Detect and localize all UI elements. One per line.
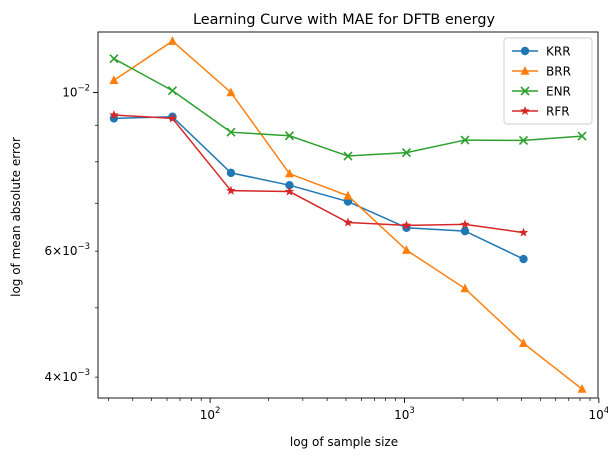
data-point-brr — [577, 383, 587, 393]
data-point-brr — [343, 190, 353, 200]
x-axis-label: log of sample size — [290, 435, 398, 449]
data-point-brr — [167, 36, 177, 45]
data-point-rfr — [518, 227, 529, 237]
data-point-krr — [285, 180, 294, 190]
data-point-rfr — [284, 186, 295, 196]
data-point-krr — [460, 226, 470, 236]
chart-title: Learning Curve with MAE for DFTB energy — [193, 12, 495, 28]
data-point-rfr — [343, 217, 353, 227]
data-point-rfr — [226, 185, 236, 195]
axes-frame — [97, 31, 599, 399]
data-point-krr — [519, 254, 528, 264]
series-line-rfr — [113, 114, 524, 234]
data-point-krr — [226, 168, 236, 178]
x-tick-label: 103 — [394, 406, 415, 422]
legend-label-krr: KRR — [546, 45, 571, 59]
plot-area: 102 103 104 10−2 4×10−3 6×10−3 KRR BRR ENR RFR — [45, 31, 608, 422]
legend-box — [503, 37, 593, 125]
series-line-krr — [113, 115, 524, 260]
x-tick-label: 104 — [588, 406, 608, 422]
x-tick-label: 102 — [200, 406, 221, 422]
data-point-enr — [226, 127, 236, 137]
data-point-brr — [401, 245, 411, 254]
y-tick-label: 10−2 — [62, 83, 90, 99]
data-point-enr — [577, 131, 587, 141]
data-point-rfr — [460, 219, 470, 229]
data-point-enr — [284, 131, 295, 141]
data-point-enr — [109, 54, 119, 64]
data-point-brr — [226, 87, 236, 97]
data-point-brr — [519, 338, 529, 348]
data-point-brr — [109, 75, 119, 85]
series-krr — [113, 115, 524, 260]
legend-label-rfr: RFR — [546, 105, 570, 119]
data-point-rfr — [167, 113, 178, 123]
data-point-brr — [284, 168, 294, 178]
y-tick-label: 6×10−3 — [45, 242, 91, 258]
legend-marker-brr — [520, 66, 530, 75]
data-point-rfr — [401, 220, 412, 230]
data-point-enr — [167, 86, 177, 96]
y-tick-label: 4×10−3 — [45, 368, 91, 384]
legend-label-brr: BRR — [546, 65, 571, 79]
series-rfr — [113, 114, 524, 234]
legend-marker-enr — [520, 86, 530, 96]
y-axis-label: log of mean absolute error — [9, 137, 23, 297]
data-point-enr — [460, 135, 470, 145]
data-point-enr — [401, 148, 412, 158]
legend-marker-krr — [520, 46, 530, 56]
data-point-rfr — [109, 110, 119, 120]
data-point-enr — [343, 151, 353, 161]
legend-label-enr: ENR — [546, 85, 571, 99]
data-point-brr — [460, 283, 470, 293]
data-point-enr — [518, 135, 529, 145]
legend-marker-rfr — [520, 106, 530, 116]
